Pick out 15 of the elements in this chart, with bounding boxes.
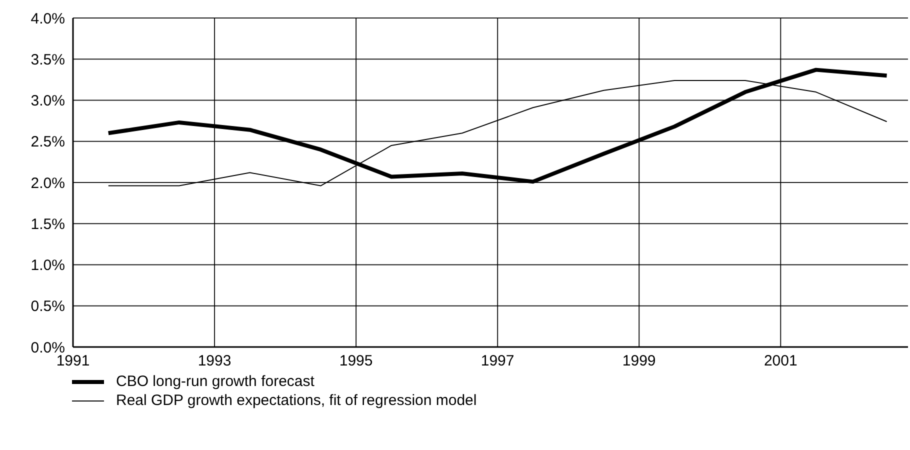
- y-tick-label: 0.5%: [30, 298, 65, 316]
- x-tick-label: 1993: [198, 352, 232, 370]
- legend-label: Real GDP growth expectations, fit of regression model: [116, 391, 477, 410]
- x-tick-label: 1995: [339, 352, 373, 370]
- y-tick-label: 4.0%: [30, 10, 65, 28]
- y-tick-label: 3.5%: [30, 51, 65, 68]
- y-tick-label: 2.0%: [30, 174, 65, 192]
- x-tick-label: 1997: [480, 352, 514, 370]
- x-tick-label: 2001: [764, 352, 798, 370]
- y-tick-label: 2.5%: [30, 134, 65, 151]
- y-tick-label: 3.0%: [30, 92, 65, 110]
- legend-label: CBO long-run growth forecast: [116, 372, 314, 391]
- y-tick-label: 1.5%: [30, 216, 65, 233]
- x-tick-label: 1999: [622, 352, 656, 370]
- y-tick-label: 1.0%: [30, 257, 65, 274]
